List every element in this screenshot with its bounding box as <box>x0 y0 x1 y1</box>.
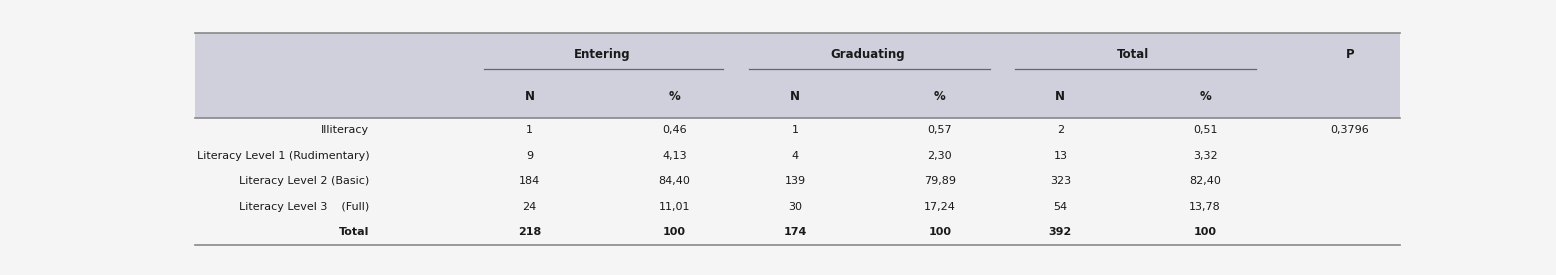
Text: 100: 100 <box>1193 227 1217 237</box>
Text: 2,30: 2,30 <box>927 151 952 161</box>
Text: Entering: Entering <box>574 48 630 61</box>
Text: 1: 1 <box>792 125 798 135</box>
Text: 4: 4 <box>792 151 798 161</box>
Text: N: N <box>1055 90 1066 103</box>
Text: 9: 9 <box>526 151 534 161</box>
Text: %: % <box>669 90 680 103</box>
Text: 4,13: 4,13 <box>663 151 686 161</box>
Text: 0,57: 0,57 <box>927 125 952 135</box>
Bar <box>194 33 1400 118</box>
Text: 0,46: 0,46 <box>663 125 686 135</box>
Text: 54: 54 <box>1053 202 1067 212</box>
Text: 139: 139 <box>784 176 806 186</box>
Text: Illiteracy: Illiteracy <box>321 125 369 135</box>
Text: 13,78: 13,78 <box>1189 202 1221 212</box>
Text: 392: 392 <box>1049 227 1072 237</box>
Text: Literacy Level 3    (Full): Literacy Level 3 (Full) <box>240 202 369 212</box>
Text: 174: 174 <box>783 227 806 237</box>
Text: 84,40: 84,40 <box>658 176 691 186</box>
Text: Literacy Level 1 (Rudimentary): Literacy Level 1 (Rudimentary) <box>196 151 369 161</box>
Text: %: % <box>1200 90 1211 103</box>
Text: 13: 13 <box>1053 151 1067 161</box>
Text: 0,51: 0,51 <box>1193 125 1217 135</box>
Text: 323: 323 <box>1050 176 1071 186</box>
Text: N: N <box>790 90 800 103</box>
Text: %: % <box>934 90 946 103</box>
Text: 184: 184 <box>520 176 540 186</box>
Text: Literacy Level 2 (Basic): Literacy Level 2 (Basic) <box>240 176 369 186</box>
Text: 3,32: 3,32 <box>1193 151 1217 161</box>
Text: 79,89: 79,89 <box>924 176 955 186</box>
Text: N: N <box>524 90 535 103</box>
Text: 100: 100 <box>929 227 951 237</box>
Text: Total: Total <box>1117 48 1148 61</box>
Text: 30: 30 <box>787 202 801 212</box>
Text: 2: 2 <box>1057 125 1064 135</box>
Text: 17,24: 17,24 <box>924 202 955 212</box>
Text: 0,3796: 0,3796 <box>1330 125 1369 135</box>
Text: 100: 100 <box>663 227 686 237</box>
Text: 11,01: 11,01 <box>658 202 691 212</box>
Text: 24: 24 <box>523 202 537 212</box>
Text: Total: Total <box>339 227 369 237</box>
Text: P: P <box>1346 48 1354 61</box>
Text: 82,40: 82,40 <box>1189 176 1221 186</box>
Text: 1: 1 <box>526 125 534 135</box>
Text: 218: 218 <box>518 227 541 237</box>
Text: Graduating: Graduating <box>829 48 904 61</box>
